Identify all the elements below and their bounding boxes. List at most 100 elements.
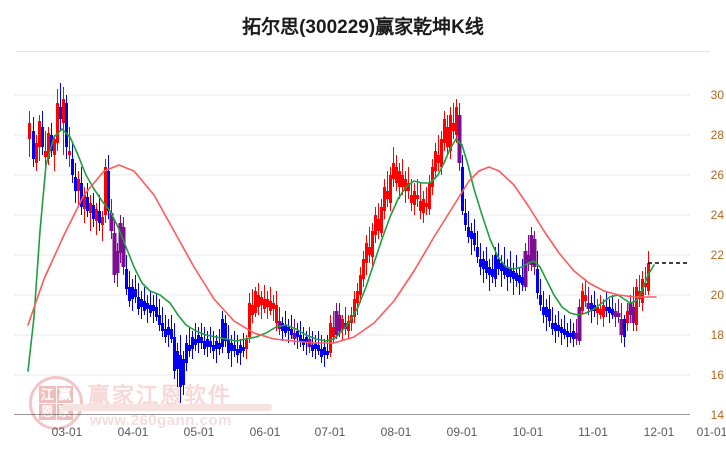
candle-body <box>38 121 41 147</box>
candle-body <box>503 265 506 275</box>
candle-body <box>32 131 35 159</box>
candle-body <box>521 277 524 285</box>
candle-body <box>317 345 320 351</box>
candle-body <box>491 269 494 277</box>
candle-body <box>56 103 59 143</box>
candle-body <box>515 273 518 281</box>
candle-body <box>526 255 531 263</box>
candle-body <box>443 119 446 143</box>
candle-body <box>80 183 83 207</box>
candle-body <box>86 197 89 211</box>
candlestick-chart <box>14 83 690 415</box>
candle-body <box>179 355 182 387</box>
candle-body <box>140 299 143 307</box>
candle-body <box>608 307 611 313</box>
candle-body <box>109 213 114 231</box>
candle-body <box>125 269 128 289</box>
candle-body <box>404 179 407 191</box>
candle-body <box>326 351 329 355</box>
candle-body <box>227 339 230 353</box>
y-axis-tick-label: 14 <box>710 408 724 422</box>
y-axis-tick-label: 18 <box>710 328 724 342</box>
candle-body <box>485 261 488 273</box>
candle-body <box>464 213 467 225</box>
candle-body <box>92 205 95 219</box>
candle-body <box>362 259 365 279</box>
candle-body <box>647 263 650 291</box>
candle-body <box>290 329 293 335</box>
candle-body <box>644 283 647 287</box>
candle-body <box>74 177 77 191</box>
candle-body <box>359 275 362 295</box>
candle-body <box>320 349 323 357</box>
candle-body <box>626 311 629 323</box>
candle-body <box>488 267 491 275</box>
watermark-bar <box>62 404 272 411</box>
candle-body <box>467 227 470 237</box>
candle-body <box>284 325 287 333</box>
candle-body <box>203 341 206 349</box>
ma-line <box>27 164 657 344</box>
candle-body <box>95 209 98 221</box>
candle-body <box>386 191 389 199</box>
candle-body <box>115 251 120 273</box>
candle-body <box>452 123 455 131</box>
candle-body <box>143 301 146 311</box>
candle-body <box>77 179 80 191</box>
chart-plot-area <box>14 60 690 415</box>
y-axis-tick-label: 20 <box>710 288 724 302</box>
candle-body <box>401 175 404 187</box>
candle-body <box>233 345 236 351</box>
candle-body <box>602 305 605 317</box>
candle-body <box>59 107 62 119</box>
candle-body <box>112 233 117 275</box>
watermark-url: www.260gann.com <box>90 412 232 429</box>
candle-body <box>440 139 443 167</box>
candle-body <box>341 319 344 329</box>
candle-body <box>569 333 572 337</box>
candle-body <box>635 287 638 325</box>
candle-body <box>263 299 266 309</box>
candle-body <box>383 187 386 211</box>
candle-body <box>334 311 339 335</box>
candle-body <box>185 343 188 363</box>
candle-body <box>560 327 563 333</box>
candle-body <box>449 115 452 151</box>
candle-body <box>149 305 152 313</box>
candle-body <box>224 323 227 341</box>
candle-body <box>53 139 56 155</box>
x-axis-tick-label: 08-01 <box>380 425 412 439</box>
y-axis-tick-label: 24 <box>710 208 724 222</box>
candle-body <box>28 123 31 139</box>
candle-body <box>230 343 233 351</box>
candle-body <box>494 255 497 279</box>
candle-body <box>482 259 485 269</box>
candle-body <box>577 307 582 341</box>
candle-body <box>266 299 269 307</box>
candle-body <box>131 287 134 299</box>
candle-body <box>161 323 164 331</box>
candle-body <box>545 307 548 317</box>
candle-body <box>542 307 545 315</box>
candle-body <box>118 223 123 253</box>
candle-body <box>155 307 158 317</box>
candle-body <box>107 171 110 211</box>
candle-body <box>473 233 476 245</box>
candle-body <box>431 167 434 187</box>
candle-body <box>457 115 462 163</box>
candle-body <box>194 339 197 345</box>
candle-body <box>251 305 254 315</box>
candle-body <box>461 167 464 211</box>
candle-body <box>518 275 521 283</box>
candle-body <box>137 297 140 309</box>
x-axis-tick-label: 04-01 <box>117 425 149 439</box>
candle-body <box>191 337 194 349</box>
candle-body <box>164 329 167 337</box>
candle-body <box>631 307 636 323</box>
candle-body <box>236 349 239 355</box>
candle-body <box>323 347 326 355</box>
candle-body <box>536 269 539 293</box>
candle-body <box>275 305 278 323</box>
candle-body <box>44 151 47 157</box>
candle-body <box>257 295 260 307</box>
